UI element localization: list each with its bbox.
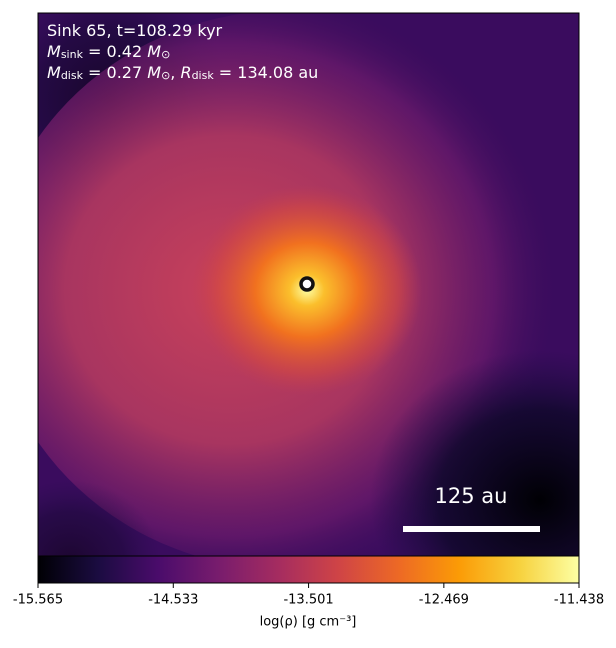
scale-bar <box>403 526 540 532</box>
annotation: Mdisk = 0.27 M⊙, Rdisk = 134.08 au <box>47 63 318 83</box>
sink-marker <box>299 276 315 292</box>
annotation-part: M <box>47 42 61 61</box>
scale-bar-label: 125 au <box>435 484 508 508</box>
annotation-part: sink <box>61 48 84 61</box>
annotation-part: ⊙ <box>161 69 170 82</box>
annotation: Sink 65, t=108.29 kyr <box>47 21 223 40</box>
annotation-part: = 0.27 <box>83 63 147 82</box>
annotation-part: = 0.42 <box>83 42 147 61</box>
annotation: Msink = 0.42 M⊙ <box>47 42 170 62</box>
annotation-part: disk <box>61 69 84 82</box>
colorbar-tick-label: -12.469 <box>419 593 469 608</box>
annotation-part: M <box>147 63 161 82</box>
annotation-part: = 134.08 au <box>214 63 319 82</box>
annotation-part: , <box>170 63 180 82</box>
colorbar <box>37 555 580 584</box>
annotation-part: disk <box>192 69 215 82</box>
annotation-part: Sink 65, t=108.29 kyr <box>47 21 223 40</box>
colorbar-tick-label: -13.501 <box>283 593 333 608</box>
annotation-part: M <box>47 63 61 82</box>
colorbar-tick-label: -14.533 <box>148 593 198 608</box>
colorbar-label: log(ρ) [g cm⁻³] <box>260 615 357 630</box>
annotation-part: ⊙ <box>161 48 170 61</box>
annotation-part: R <box>180 63 191 82</box>
colorbar-tick-label: -11.438 <box>554 593 604 608</box>
annotation-part: M <box>147 42 161 61</box>
colorbar-tick-label: -15.565 <box>13 593 63 608</box>
